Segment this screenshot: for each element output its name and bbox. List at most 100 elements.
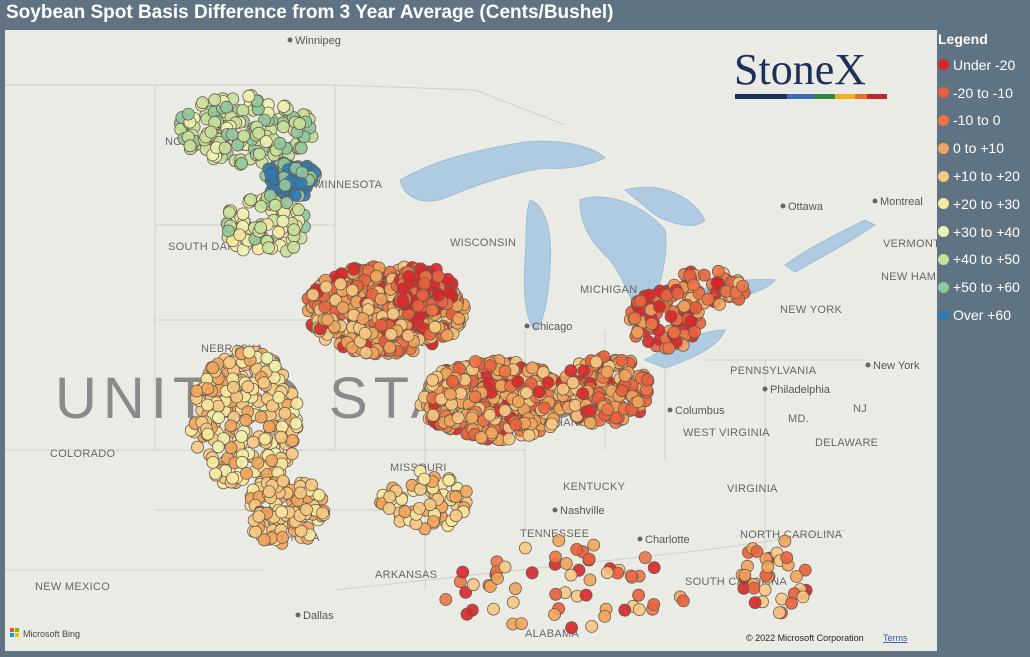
- site-marker: [474, 431, 488, 444]
- site-marker: [631, 325, 644, 339]
- legend-swatch: [938, 142, 949, 154]
- site-marker: [274, 430, 288, 444]
- site-marker: [306, 288, 320, 302]
- site-marker: [208, 93, 222, 107]
- site-marker: [632, 588, 645, 602]
- site-marker: [262, 420, 276, 434]
- site-marker: [319, 280, 333, 294]
- site-marker: [294, 176, 308, 190]
- site-marker: [312, 488, 326, 502]
- site-marker: [241, 380, 255, 394]
- place-label: MICHIGAN: [580, 284, 637, 296]
- site-marker: [568, 398, 582, 412]
- site-marker: [211, 440, 225, 454]
- place-label: Montreal: [880, 196, 923, 208]
- place-label: Dallas: [303, 610, 334, 622]
- site-marker: [318, 300, 332, 314]
- legend-swatch: [938, 226, 949, 238]
- site-marker: [374, 292, 388, 306]
- city-dot: [287, 37, 293, 43]
- map[interactable]: UNITED STATES WinnipegNORTH DAKOTAMINNES…: [5, 30, 937, 651]
- site-marker: [780, 551, 794, 564]
- legend-item: +40 to +50: [938, 246, 1030, 274]
- site-marker: [220, 100, 234, 114]
- site-marker: [428, 320, 442, 334]
- site-marker: [785, 596, 798, 610]
- site-marker: [268, 198, 282, 212]
- site-marker: [653, 300, 666, 313]
- site-marker: [466, 578, 480, 592]
- place-label: TENNESSEE: [520, 528, 589, 540]
- site-marker: [262, 241, 275, 255]
- legend-label: Under -20: [953, 56, 1016, 73]
- site-marker: [268, 359, 282, 373]
- legend-item: -20 to -10: [938, 79, 1030, 107]
- site-marker: [262, 485, 276, 499]
- site-marker: [384, 327, 398, 341]
- city-dot: [637, 536, 643, 542]
- place-label: Chicago: [532, 321, 572, 333]
- site-marker: [396, 293, 410, 307]
- city-dot: [552, 507, 558, 513]
- site-marker: [631, 395, 645, 409]
- site-marker: [662, 341, 676, 355]
- site-marker: [549, 587, 563, 601]
- site-marker: [498, 560, 512, 574]
- site-marker: [233, 228, 247, 242]
- site-marker: [459, 586, 473, 599]
- site-marker: [369, 269, 383, 283]
- site-marker: [246, 435, 260, 449]
- place-label: NJ: [853, 403, 867, 415]
- site-marker: [209, 467, 222, 480]
- site-marker: [196, 96, 209, 110]
- site-marker: [252, 147, 266, 161]
- logo: StoneX: [725, 45, 905, 120]
- site-marker: [254, 199, 268, 213]
- legend-label: +50 to +60: [953, 279, 1020, 296]
- attribution: Microsoft Bing © 2022 Microsoft Corporat…: [10, 628, 908, 643]
- legend-swatch: [938, 253, 949, 265]
- site-marker: [277, 100, 291, 113]
- site-marker: [638, 551, 652, 564]
- place-label: DELAWARE: [815, 437, 878, 449]
- site-marker: [570, 543, 584, 556]
- site-marker: [287, 240, 301, 254]
- site-marker: [615, 384, 629, 398]
- site-marker: [502, 432, 516, 446]
- site-marker: [559, 557, 573, 570]
- logo-text: StoneX: [734, 45, 866, 94]
- site-marker: [278, 406, 292, 420]
- site-marker: [520, 386, 533, 400]
- site-marker: [583, 416, 597, 430]
- site-marker: [272, 390, 286, 404]
- site-marker: [294, 141, 308, 155]
- legend-swatch: [938, 59, 949, 71]
- place-label: COLORADO: [50, 448, 115, 460]
- site-marker: [191, 440, 204, 454]
- site-marker: [664, 310, 678, 323]
- site-marker: [402, 270, 416, 284]
- site-marker: [211, 399, 225, 413]
- site-marker: [260, 351, 274, 365]
- site-marker: [412, 501, 426, 515]
- site-marker: [677, 299, 691, 313]
- site-marker: [259, 135, 273, 148]
- site-marker: [519, 541, 532, 555]
- site-marker: [251, 456, 265, 470]
- terms-link[interactable]: Terms: [883, 633, 908, 643]
- site-marker: [459, 485, 473, 498]
- site-marker: [509, 418, 523, 432]
- site-marker: [276, 531, 290, 544]
- site-marker: [425, 303, 439, 317]
- legend-label: +20 to +30: [953, 195, 1020, 212]
- site-marker: [552, 534, 566, 547]
- legend-label: +30 to +40: [953, 223, 1020, 240]
- site-marker: [556, 382, 570, 396]
- site-marker: [671, 286, 685, 300]
- site-marker: [796, 590, 810, 604]
- legend-item: Over +60: [938, 301, 1030, 329]
- place-label: Ottawa: [788, 201, 824, 213]
- site-marker: [538, 401, 551, 415]
- site-marker: [548, 608, 561, 621]
